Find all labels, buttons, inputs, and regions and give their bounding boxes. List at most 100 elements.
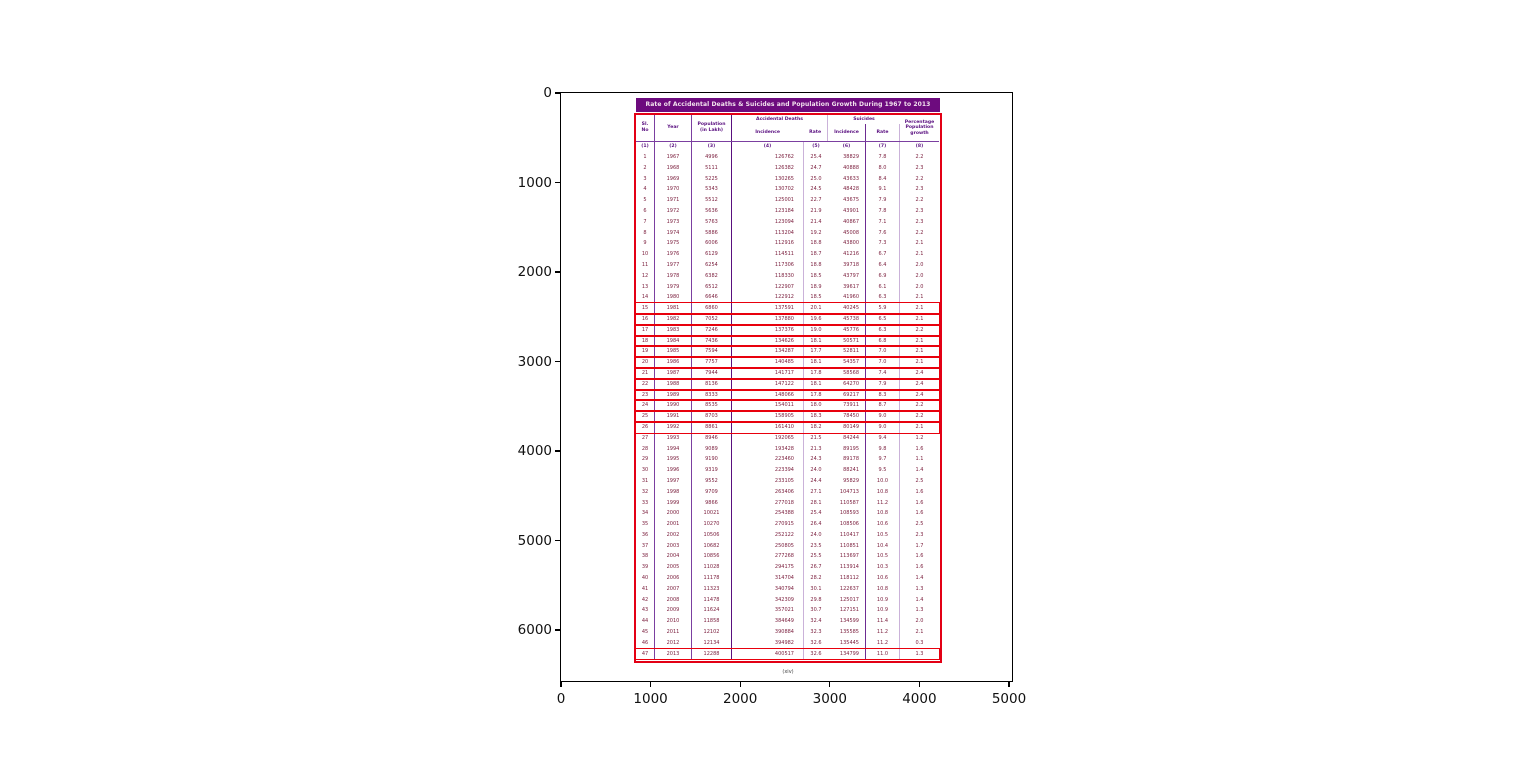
column-number: (3) [692,142,732,152]
table-row: 25 1991 8703 158905 18.3 78450 9.0 2.2 [635,410,940,423]
column-number: (1) [636,142,655,152]
table-cell: 18.8 [810,261,822,268]
table-cell: 5.9 [866,303,900,314]
table-cell: 6.3 [866,324,900,336]
table-cell: 134599 [828,616,866,628]
table-cell: 7.6 [866,227,900,239]
table-cell: 21 [636,367,655,379]
table-row: 6 1972 5636 123184 21.9 43901 7.8 2.3 [636,205,939,217]
table-cell: 137880 [732,313,804,325]
table-cell: 1976 [655,249,692,260]
table-cell: 41 [636,583,655,595]
table-cell: 8.7 [866,400,900,412]
table-row: 3 1969 5225 130265 25.0 43633 8.4 2.2 [636,173,939,185]
table-cell: 30.7 [810,607,822,614]
table-cell: 1981 [655,303,692,314]
table-cell: 2010 [655,616,692,628]
table-row: 38 2004 10856 277268 25.5 113697 10.5 1.… [636,551,939,563]
table-cell: 10.0 [866,475,900,487]
table-row: 29 1995 9190 223460 24.3 89178 9.7 1.1 [636,454,939,466]
table-cell: 7.0 [866,346,900,358]
table-cell: 11.4 [866,616,900,628]
table-cell: 1.4 [915,467,924,474]
table-cell: 32.6 [810,639,822,646]
table-title-bar: Rate of Accidental Deaths & Suicides and… [636,98,940,112]
table-cell: 29 [636,454,655,466]
table-cell: 2012 [655,637,692,649]
table-row: 11 1977 6254 117306 18.8 39718 6.4 2.0 [636,259,939,271]
table-cell: 12 [636,270,655,282]
table-cell: 1.1 [915,456,924,463]
table-cell: 2.0 [915,283,924,290]
table-cell: 6254 [692,259,732,271]
table-cell: 16 [636,313,655,325]
table-cell: 46 [636,637,655,649]
table-cell: 33 [636,497,655,509]
table-cell: 1.6 [915,553,924,560]
table-header: Sl. No Year Population (in Lakh) Acciden… [636,115,939,141]
table-cell: 22 [636,378,655,390]
table-cell: 2.2 [915,326,924,333]
table-cell: 2.1 [915,629,924,636]
table-cell: 2008 [655,594,692,606]
table-cell: 43633 [828,173,866,185]
table-cell: 32 [636,486,655,498]
table-row: 10 1976 6129 114511 18.7 41216 6.7 2.1 [636,249,939,260]
table-cell: 277268 [732,551,804,563]
table-cell: 10.9 [866,605,900,617]
table-cell: 123184 [732,205,804,217]
table-row: 18 1984 7436 134626 18.1 50571 6.8 2.1 [635,335,940,347]
table-cell: 123094 [732,216,804,228]
table-cell: 28.1 [810,499,822,506]
table-cell: 6.5 [866,313,900,325]
table-row: 37 2003 10682 250805 23.5 110851 10.4 1.… [636,540,939,552]
table-cell: 2.3 [915,218,924,225]
table-cell: 2.4 [915,380,924,387]
table-cell: 5343 [692,184,732,196]
table-cell: 89195 [828,443,866,455]
column-number: (2) [655,142,692,152]
table-cell: 2.1 [915,315,924,322]
table-cell: 10021 [692,508,732,520]
table-cell: 1996 [655,465,692,476]
table-row: 21 1987 7944 141717 17.8 58568 7.4 2.4 [635,367,940,380]
table-row: 30 1996 9319 223394 24.0 88241 9.5 1.4 [636,465,939,476]
table-cell: 1985 [655,346,692,358]
table-row: 2 1968 5111 126382 24.7 40888 8.0 2.3 [636,162,939,174]
table-cell: 6.3 [866,292,900,304]
table-cell: 2.2 [915,175,924,182]
table-cell: 1974 [655,227,692,239]
table-row: 46 2012 12134 394982 32.6 135445 11.2 0.… [636,637,939,649]
table-cell: 7.8 [866,205,900,217]
tick-mark [555,92,560,94]
table-cell: 17.8 [810,369,822,376]
column-number: (7) [866,142,900,152]
table-cell: 314704 [732,573,804,584]
table-cell: 25.5 [810,553,822,560]
table-cell: 6.9 [866,270,900,282]
table-rows: 1 1967 4996 126762 25.4 38829 7.8 2.2 2 … [635,152,940,660]
table-cell: 126762 [732,152,804,163]
table-cell: 88241 [828,465,866,476]
table-cell: 1989 [655,389,692,401]
table-row: 12 1978 6382 118330 18.5 43797 6.9 2.0 [636,270,939,282]
table-cell: 43797 [828,270,866,282]
table-row: 41 2007 11323 340794 30.1 122637 10.8 1.… [636,583,939,595]
table-cell: 5636 [692,205,732,217]
tick-mark [555,181,560,184]
table-cell: 13 [636,281,655,293]
table-cell: 254388 [732,508,804,520]
table-cell: 342309 [732,594,804,606]
table-cell: 24.3 [810,456,822,463]
table-cell: 73911 [828,400,866,412]
table-cell: 89178 [828,454,866,466]
table-cell: 135585 [828,627,866,638]
table-cell: 7.9 [866,378,900,390]
table-cell: 2011 [655,627,692,638]
table-cell: 11.2 [866,627,900,638]
table-cell: 2.4 [915,391,924,398]
column-number: (8) [915,144,924,149]
y-axis-tick-label: 1000 [517,174,552,191]
table-cell: 7.8 [866,152,900,163]
table-cell: 2009 [655,605,692,617]
